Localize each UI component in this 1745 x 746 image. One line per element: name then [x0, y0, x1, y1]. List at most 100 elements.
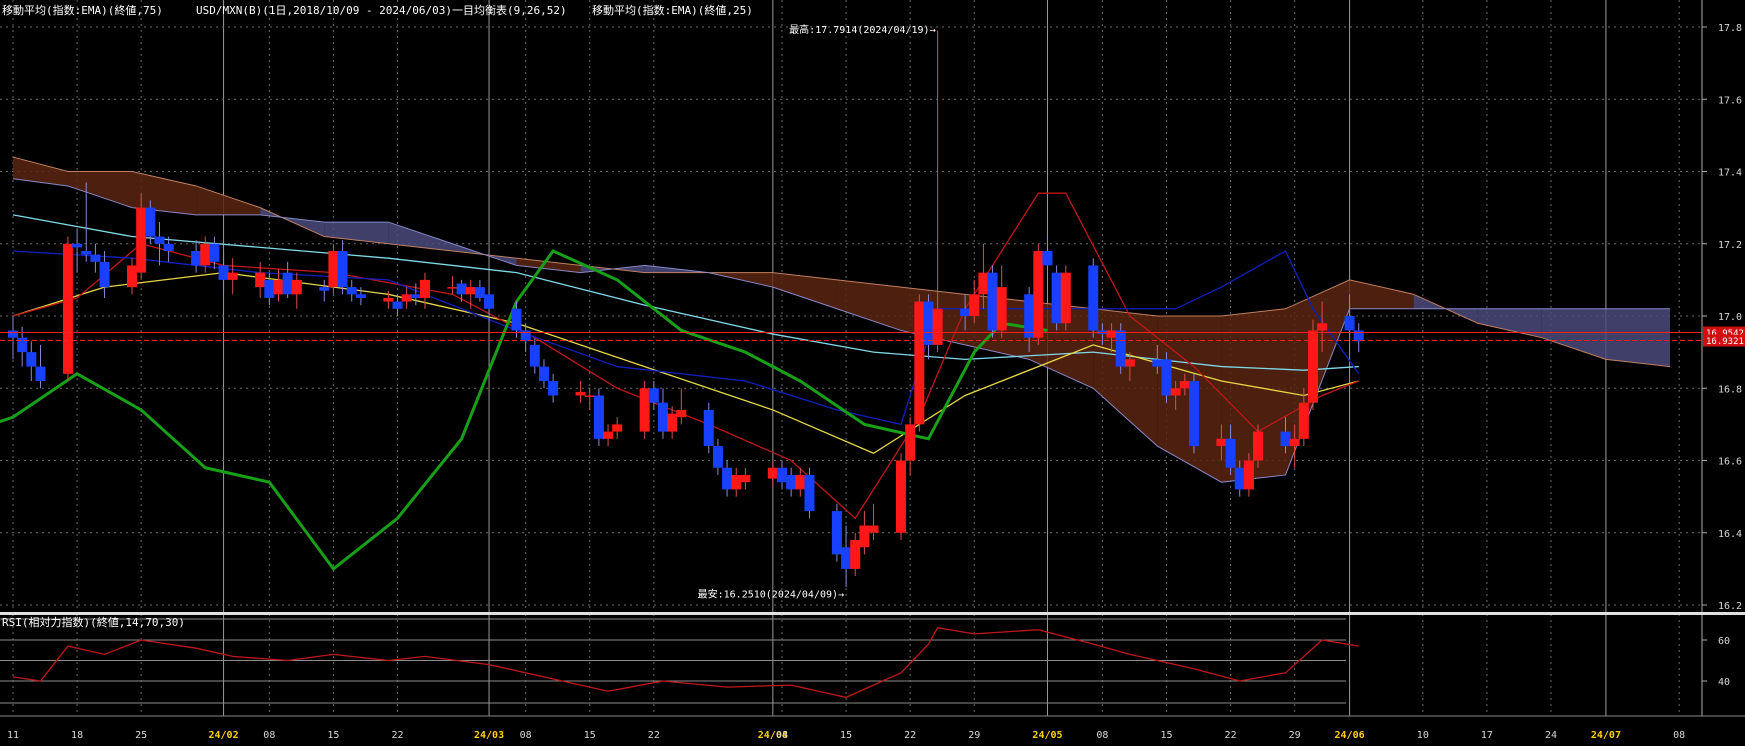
- x-tick-label: 24/02: [209, 730, 239, 741]
- candle-body-down: [484, 294, 495, 309]
- candle-body-down: [1161, 359, 1172, 396]
- candle-body-down: [1051, 272, 1062, 324]
- candle-body-up: [767, 467, 778, 479]
- candle-body-down: [1115, 330, 1126, 367]
- panel-divider: [0, 612, 1745, 615]
- candle-body-up: [273, 279, 284, 295]
- x-tick-label: 15: [327, 730, 339, 741]
- x-tick-label: 10: [1417, 730, 1429, 741]
- candle-body-up: [676, 409, 687, 418]
- candle-body-up: [62, 243, 73, 374]
- candle-body-down: [26, 352, 37, 367]
- candle-body-up: [584, 395, 595, 397]
- candle-body-up: [996, 287, 1007, 331]
- price-tick-label: 16.6: [1718, 457, 1742, 468]
- header-ema25-label: 移動平均(指数:EMA)(終値,25): [592, 3, 753, 17]
- candle-body-up: [795, 474, 806, 490]
- candle-body-down: [264, 279, 275, 298]
- kumo-segment: [132, 171, 197, 215]
- low-annotation: 最安:16.2510(2024/04/09)→: [698, 588, 844, 601]
- candle-body-down: [72, 243, 83, 248]
- x-tick-label: 22: [1225, 730, 1237, 741]
- rsi-tick-label: 40: [1718, 677, 1730, 688]
- x-tick-label: 24: [1545, 730, 1557, 741]
- x-tick-label: 24/04: [758, 730, 788, 741]
- price-tick-label: 17.8: [1718, 23, 1742, 34]
- candle-body-down: [1344, 316, 1355, 331]
- candle-body-down: [511, 308, 522, 331]
- x-tick-label: 15: [840, 730, 852, 741]
- candle-body-down: [1225, 438, 1236, 468]
- candle-body-up: [447, 287, 458, 289]
- kumo-segment: [324, 222, 389, 244]
- candle-body-down: [712, 446, 723, 468]
- candle-body-up: [1317, 323, 1328, 331]
- x-tick-label: 11: [7, 730, 19, 741]
- candle-body-down: [145, 207, 156, 237]
- kumo-segment: [1349, 279, 1414, 309]
- candle-body-up: [905, 424, 916, 461]
- x-tick-label: 29: [968, 730, 980, 741]
- x-tick-label: 18: [71, 730, 83, 741]
- x-tick-label: 24/06: [1335, 730, 1365, 741]
- kumo-segment: [836, 279, 902, 331]
- price-tick-label: 17.6: [1718, 95, 1742, 106]
- kumo-segment: [388, 222, 453, 251]
- kumo-segment: [67, 171, 133, 208]
- candle-body-up: [1298, 402, 1309, 439]
- candle-body-up: [978, 272, 989, 295]
- candle-body-down: [17, 337, 28, 353]
- candle-body-down: [831, 511, 842, 555]
- rsi-panel: [0, 618, 1359, 704]
- candle-body-up: [639, 388, 650, 432]
- candle-body-up: [419, 279, 430, 298]
- candle-body-up: [1179, 381, 1190, 389]
- candle-body-up: [932, 308, 943, 345]
- candle-body-up: [1307, 330, 1318, 403]
- candle-body-up: [136, 207, 147, 273]
- candle-body-down: [355, 294, 366, 298]
- candle-body-down: [1280, 431, 1291, 447]
- candle-body-down: [804, 474, 815, 512]
- header-ema75-label: 移動平均(指数:EMA)(終値,75): [2, 3, 163, 17]
- high-annotation: 最高:17.7914(2024/04/19)→: [789, 23, 935, 36]
- price-tag-label: 16.9542: [1706, 329, 1744, 339]
- candle-body-up: [859, 525, 870, 548]
- candle-body-down: [346, 287, 357, 295]
- candle-body-up: [383, 297, 394, 302]
- candle-body-down: [923, 301, 934, 345]
- candle-body-down: [282, 272, 293, 295]
- candle-body-down: [35, 366, 46, 382]
- candle-body-down: [410, 294, 421, 298]
- candle-body-down: [209, 243, 220, 262]
- candle-body-down: [520, 330, 531, 342]
- candle-body-up: [850, 539, 861, 569]
- kumo-segment: [1541, 308, 1606, 360]
- candle-body-up: [1106, 330, 1117, 338]
- kumo-segment: [1605, 308, 1670, 367]
- candle-body-down: [987, 272, 998, 331]
- kumo-segment: [516, 258, 581, 273]
- price-tag-label: 16.9321: [1706, 337, 1744, 347]
- candle-body-down: [474, 287, 485, 298]
- candle-body-down: [841, 547, 852, 569]
- candle-body-down: [337, 250, 348, 288]
- candle-body-up: [1124, 359, 1135, 367]
- candle-body-up: [1253, 431, 1264, 461]
- candle-body-up: [731, 474, 742, 490]
- candle-body-up: [1289, 438, 1300, 447]
- x-tick-label: 22: [904, 730, 916, 741]
- senkou-span-b-line: [12, 178, 1670, 483]
- kumo-segment: [772, 272, 837, 309]
- candle-body-up: [1060, 272, 1071, 324]
- candle-body-down: [960, 308, 971, 316]
- candle-body-up: [465, 287, 476, 295]
- ema75-line: [12, 214, 1359, 371]
- candle-body-up: [291, 279, 302, 295]
- kumo-segment: [1477, 308, 1542, 338]
- candle-body-up: [896, 460, 907, 533]
- price-tick-label: 16.2: [1718, 601, 1742, 612]
- price-tick-label: 17.0: [1718, 312, 1742, 323]
- header-ichimoku-label: 一目均衡表(9,26,52): [452, 3, 567, 17]
